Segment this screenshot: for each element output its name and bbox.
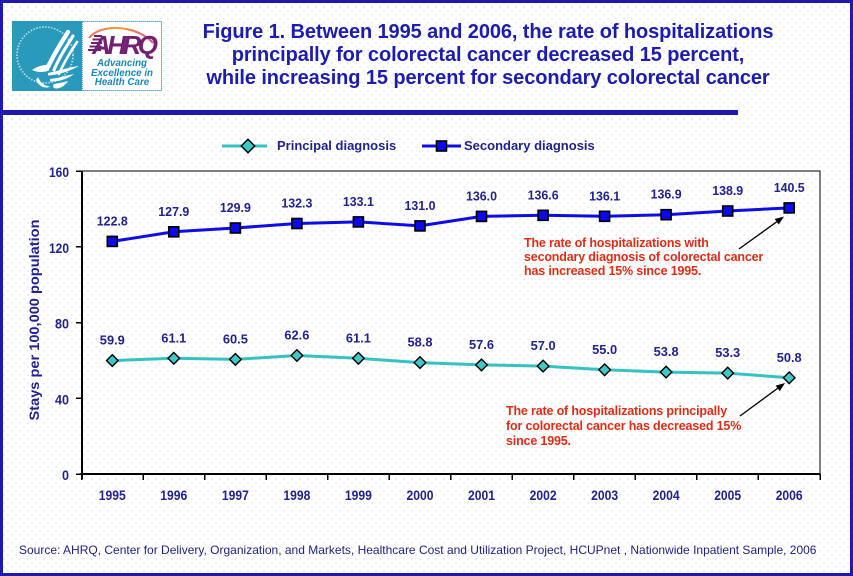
- svg-text:61.1: 61.1: [346, 330, 371, 345]
- svg-text:2001: 2001: [468, 487, 495, 503]
- svg-text:55.0: 55.0: [592, 342, 617, 357]
- svg-text:60.5: 60.5: [223, 331, 248, 346]
- svg-text:160: 160: [49, 164, 69, 180]
- svg-text:140.5: 140.5: [774, 180, 805, 195]
- svg-text:53.8: 53.8: [654, 344, 679, 359]
- svg-text:138.9: 138.9: [712, 183, 743, 198]
- svg-text:2000: 2000: [407, 487, 434, 503]
- svg-text:133.1: 133.1: [343, 194, 374, 209]
- svg-text:120: 120: [49, 240, 69, 256]
- svg-text:2004: 2004: [653, 487, 680, 503]
- svg-text:50.8: 50.8: [777, 350, 802, 365]
- svg-text:127.9: 127.9: [158, 204, 189, 219]
- svg-text:136.6: 136.6: [528, 187, 559, 202]
- svg-text:122.8: 122.8: [97, 213, 128, 228]
- svg-text:AHRQ: AHRQ: [91, 30, 158, 60]
- svg-text:131.0: 131.0: [405, 198, 436, 213]
- svg-text:61.1: 61.1: [161, 330, 186, 345]
- svg-text:1997: 1997: [222, 487, 249, 503]
- svg-text:136.1: 136.1: [589, 188, 620, 203]
- svg-text:1996: 1996: [160, 487, 187, 503]
- svg-text:2005: 2005: [714, 487, 741, 503]
- svg-text:62.6: 62.6: [284, 328, 309, 343]
- svg-text:1998: 1998: [283, 487, 310, 503]
- svg-text:2002: 2002: [530, 487, 557, 503]
- svg-text:0: 0: [62, 467, 69, 483]
- svg-text:132.3: 132.3: [281, 196, 312, 211]
- svg-text:2003: 2003: [591, 487, 618, 503]
- svg-text:53.3: 53.3: [715, 345, 740, 360]
- svg-text:80: 80: [55, 316, 69, 332]
- svg-text:1995: 1995: [99, 487, 126, 503]
- svg-text:136.9: 136.9: [651, 187, 682, 202]
- svg-text:129.9: 129.9: [220, 200, 251, 215]
- svg-text:40: 40: [55, 391, 69, 407]
- svg-text:Stays per 100,000 population: Stays per 100,000 population: [26, 220, 42, 421]
- svg-text:57.0: 57.0: [531, 338, 556, 353]
- svg-text:2006: 2006: [776, 487, 803, 503]
- svg-text:57.6: 57.6: [469, 337, 494, 352]
- svg-text:59.9: 59.9: [100, 333, 125, 348]
- svg-text:136.0: 136.0: [466, 188, 497, 203]
- svg-text:1999: 1999: [345, 487, 372, 503]
- svg-text:58.8: 58.8: [408, 335, 433, 350]
